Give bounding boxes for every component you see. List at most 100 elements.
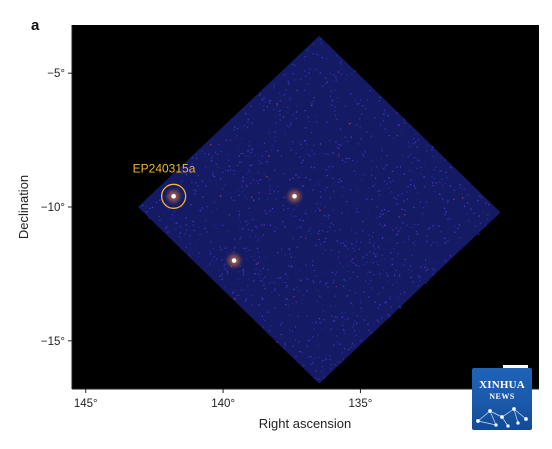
noise-speckle bbox=[371, 106, 373, 108]
noise-speckle bbox=[221, 257, 223, 259]
noise-speckle bbox=[322, 230, 324, 232]
noise-speckle bbox=[149, 207, 151, 209]
noise-speckle bbox=[397, 194, 399, 196]
noise-speckle bbox=[269, 192, 271, 195]
noise-speckle bbox=[355, 264, 357, 266]
noise-speckle bbox=[415, 240, 417, 242]
noise-speckle bbox=[339, 62, 341, 65]
noise-speckle bbox=[194, 189, 197, 191]
noise-speckle bbox=[350, 189, 352, 191]
noise-speckle bbox=[330, 305, 332, 307]
noise-speckle bbox=[331, 271, 333, 273]
noise-speckle bbox=[264, 288, 266, 290]
noise-speckle bbox=[244, 113, 247, 115]
noise-speckle bbox=[463, 188, 465, 190]
source-point bbox=[292, 193, 297, 199]
noise-speckle bbox=[416, 146, 418, 148]
noise-speckle bbox=[262, 234, 264, 236]
noise-speckle bbox=[380, 213, 382, 215]
noise-speckle bbox=[318, 230, 320, 232]
noise-speckle bbox=[340, 73, 342, 75]
noise-speckle bbox=[219, 269, 221, 271]
noise-speckle bbox=[210, 160, 213, 162]
noise-speckle bbox=[334, 106, 336, 108]
noise-speckle bbox=[330, 328, 332, 330]
noise-speckle bbox=[279, 109, 281, 112]
noise-speckle bbox=[262, 99, 264, 101]
noise-speckle bbox=[210, 241, 212, 243]
noise-speckle bbox=[342, 321, 344, 323]
noise-speckle bbox=[245, 220, 247, 223]
noise-speckle bbox=[436, 155, 438, 157]
noise-speckle bbox=[319, 143, 322, 145]
noise-speckle bbox=[320, 223, 322, 225]
noise-speckle bbox=[431, 182, 434, 184]
noise-speckle bbox=[312, 53, 314, 55]
noise-speckle bbox=[333, 320, 335, 322]
noise-speckle bbox=[233, 170, 235, 172]
noise-speckle bbox=[238, 294, 240, 296]
noise-speckle bbox=[422, 207, 424, 209]
noise-speckle bbox=[426, 240, 428, 242]
noise-speckle bbox=[287, 207, 289, 210]
noise-speckle bbox=[252, 219, 254, 221]
noise-speckle bbox=[333, 344, 335, 346]
noise-speckle bbox=[212, 248, 214, 250]
noise-speckle bbox=[307, 190, 309, 192]
noise-speckle bbox=[431, 176, 433, 178]
noise-speckle bbox=[291, 265, 293, 267]
noise-speckle bbox=[189, 234, 191, 237]
noise-speckle bbox=[298, 250, 300, 252]
noise-speckle bbox=[306, 345, 308, 347]
noise-speckle bbox=[339, 343, 341, 345]
noise-speckle bbox=[258, 192, 260, 194]
noise-speckle bbox=[201, 207, 203, 209]
noise-speckle bbox=[473, 212, 475, 214]
noise-speckle bbox=[385, 272, 387, 274]
sources-layer: EP240315a bbox=[133, 161, 301, 267]
noise-speckle bbox=[322, 85, 324, 87]
noise-speckle bbox=[315, 244, 317, 247]
noise-speckle bbox=[341, 352, 344, 354]
noise-speckle bbox=[325, 90, 327, 92]
noise-speckle bbox=[319, 209, 321, 212]
noise-speckle bbox=[351, 73, 353, 75]
noise-speckle bbox=[284, 226, 286, 228]
noise-speckle bbox=[374, 117, 376, 119]
noise-speckle bbox=[308, 72, 310, 74]
noise-speckle bbox=[171, 213, 173, 216]
noise-speckle bbox=[295, 301, 297, 303]
noise-speckle bbox=[418, 160, 420, 162]
noise-speckle bbox=[242, 176, 244, 178]
noise-speckle bbox=[220, 150, 222, 152]
noise-speckle bbox=[297, 290, 299, 292]
noise-speckle bbox=[325, 215, 327, 218]
noise-speckle bbox=[419, 201, 421, 203]
noise-speckle bbox=[346, 200, 348, 203]
noise-speckle bbox=[413, 206, 415, 209]
noise-speckle bbox=[212, 176, 215, 178]
noise-speckle bbox=[329, 95, 331, 97]
noise-speckle bbox=[301, 351, 303, 353]
noise-speckle bbox=[389, 315, 391, 317]
noise-speckle bbox=[324, 189, 326, 191]
noise-speckle bbox=[256, 218, 259, 221]
noise-speckle bbox=[209, 180, 211, 182]
noise-speckle bbox=[384, 302, 386, 304]
noise-speckle bbox=[331, 315, 333, 317]
noise-speckle bbox=[320, 370, 322, 373]
noise-speckle bbox=[474, 225, 477, 227]
noise-speckle bbox=[413, 223, 416, 226]
noise-speckle bbox=[370, 331, 372, 334]
noise-speckle bbox=[350, 302, 352, 304]
noise-speckle bbox=[299, 350, 301, 353]
noise-speckle bbox=[342, 242, 344, 244]
noise-speckle bbox=[273, 86, 275, 89]
noise-speckle bbox=[395, 281, 397, 283]
noise-speckle bbox=[321, 114, 323, 116]
noise-speckle bbox=[409, 169, 411, 172]
noise-speckle bbox=[346, 74, 348, 76]
noise-speckle bbox=[445, 203, 447, 205]
noise-speckle bbox=[263, 284, 265, 286]
noise-speckle bbox=[349, 197, 351, 199]
